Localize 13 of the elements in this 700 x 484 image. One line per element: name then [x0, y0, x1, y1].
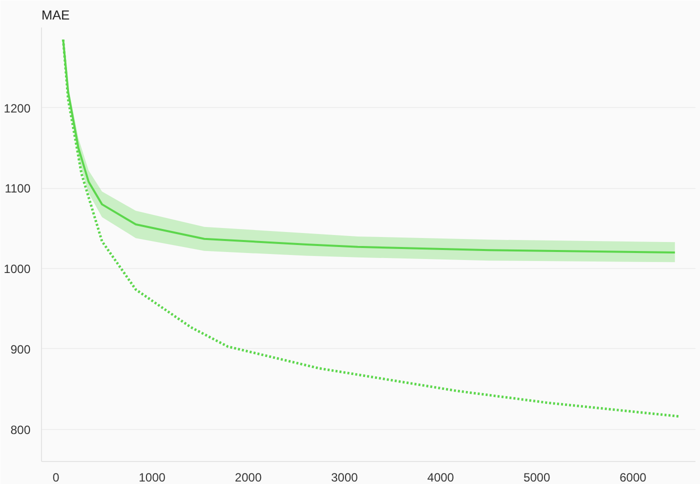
y-axis-title: MAE: [42, 8, 70, 22]
y-tick-label: 1100: [4, 182, 31, 196]
x-tick-label: 0: [52, 470, 60, 484]
y-tick-label: 1000: [4, 262, 31, 276]
x-tick-label: 2000: [234, 470, 262, 484]
y-tick-label: 800: [10, 422, 31, 437]
x-tick-label: 6000: [620, 470, 647, 484]
y-tick-label: 1200: [4, 101, 31, 116]
y-tick-label: 900: [10, 342, 31, 356]
x-tick-label: 3000: [331, 470, 358, 484]
x-tick-label: 5000: [523, 470, 550, 484]
x-tick-label: 4000: [427, 470, 454, 484]
x-tick-label: 1000: [138, 470, 166, 484]
